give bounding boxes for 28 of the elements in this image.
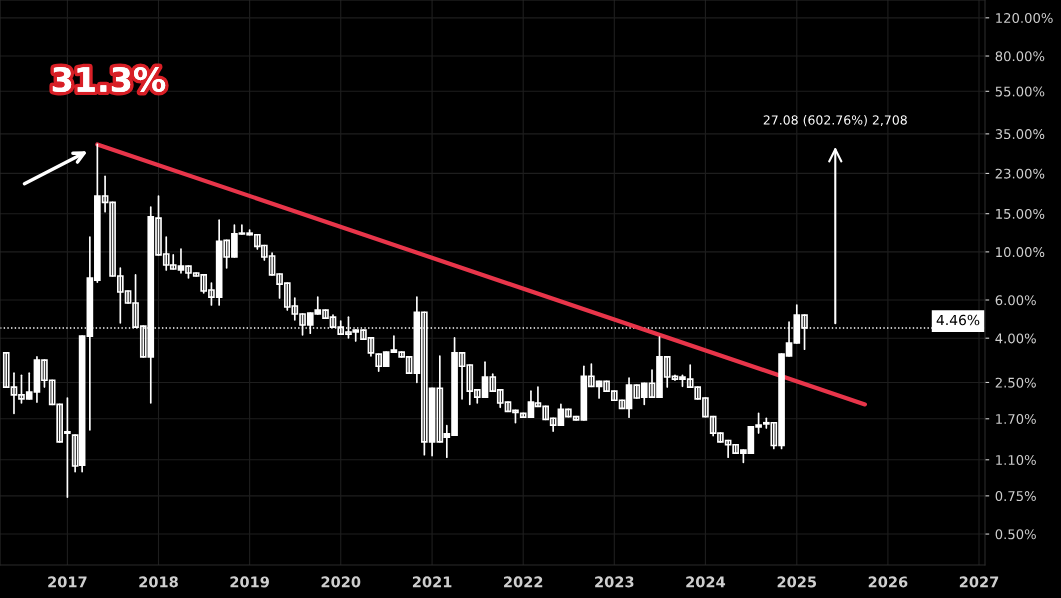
- y-tick-label: 0.50%: [995, 529, 1036, 540]
- annotation: 31.3%: [52, 66, 166, 93]
- x-tick-label: 2019: [230, 576, 269, 588]
- x-tick-label: 2027: [959, 576, 999, 588]
- x-tick-label: 2021: [412, 576, 452, 588]
- y-tick-label: 2.50%: [995, 377, 1036, 388]
- y-tick-label: 1.70%: [996, 414, 1036, 424]
- x-tick-label: 2024: [686, 576, 726, 588]
- y-tick-label: 15.00%: [996, 208, 1045, 219]
- y-tick-label: 6.00%: [995, 295, 1036, 306]
- x-tick-label: 2017: [48, 576, 87, 588]
- y-tick-label: 4.00%: [995, 333, 1036, 344]
- y-tick-label: 0.75%: [995, 491, 1036, 502]
- ref-line-label: 4.46%: [936, 314, 980, 326]
- y-tick-label: 80.00%: [995, 51, 1045, 62]
- y-tick-label: 1.10%: [996, 455, 1036, 465]
- annotation: 27.08 (602.76%) 2,708: [763, 115, 907, 127]
- x-tick-label: 2022: [504, 576, 543, 588]
- y-tick-label: 10.00%: [996, 247, 1045, 258]
- y-tick-label: 23.00%: [995, 168, 1045, 179]
- x-tick-label: 2026: [868, 576, 908, 588]
- x-tick-label: 2018: [139, 576, 178, 588]
- x-tick-label: 2025: [777, 576, 817, 588]
- y-tick-label: 55.00%: [995, 86, 1045, 97]
- x-tick-label: 2023: [595, 576, 634, 588]
- y-tick-label: 120.00%: [996, 13, 1053, 24]
- y-tick-label: 35.00%: [995, 129, 1045, 140]
- x-tick-label: 2020: [321, 576, 361, 588]
